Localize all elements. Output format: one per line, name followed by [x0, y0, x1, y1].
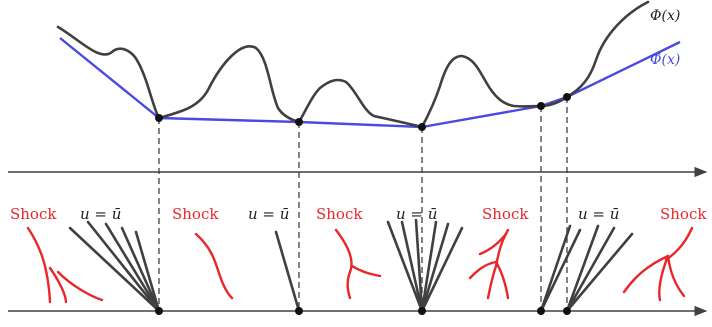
contact-points-bottom — [155, 307, 571, 315]
shock-curve-1c — [56, 270, 104, 302]
dashed-guides — [158, 97, 568, 311]
shock-label: Shock — [660, 205, 707, 223]
phi-label: Φ(x) — [650, 8, 680, 24]
shock-curve-3 — [334, 228, 353, 300]
u-equals-ubar-label: u = ū — [80, 205, 121, 223]
shock-curve-5b — [622, 254, 670, 294]
shock-curve-5d — [658, 254, 670, 302]
shock-curve-1b — [48, 266, 68, 304]
shock-curve-4d — [478, 232, 508, 256]
fan-origin — [418, 307, 426, 315]
contact-points-top — [155, 93, 571, 131]
contact-point — [418, 123, 426, 131]
shock-curve-4 — [486, 228, 510, 300]
contact-point — [295, 118, 303, 126]
contact-point — [537, 102, 545, 110]
shock-curves — [26, 226, 694, 304]
contact-point — [155, 114, 163, 122]
fan-origin — [295, 307, 303, 315]
fan-origin — [563, 307, 571, 315]
shock-curve-5c — [666, 254, 686, 298]
shock-label: Shock — [10, 205, 57, 223]
shock-curve-4c — [494, 260, 510, 300]
shock-curve-2 — [194, 232, 234, 300]
shock-curve-5 — [664, 226, 694, 262]
characteristic-fans — [68, 218, 634, 313]
contact-point — [563, 93, 571, 101]
u-equals-ubar-label: u = ū — [248, 205, 289, 223]
shock-curve-1 — [26, 226, 52, 304]
fan-origin — [155, 307, 163, 315]
shock-label: Shock — [172, 205, 219, 223]
shock-label: Shock — [316, 205, 363, 223]
phi-bar-label: Φ̄(x) — [650, 52, 680, 68]
shock-curve-3b — [350, 264, 382, 278]
u-equals-ubar-label: u = ū — [578, 205, 619, 223]
shock-curve-4b — [468, 260, 498, 280]
u-equals-ubar-label: u = ū — [396, 205, 437, 223]
shock-label: Shock — [482, 205, 529, 223]
fan-origin — [537, 307, 545, 315]
